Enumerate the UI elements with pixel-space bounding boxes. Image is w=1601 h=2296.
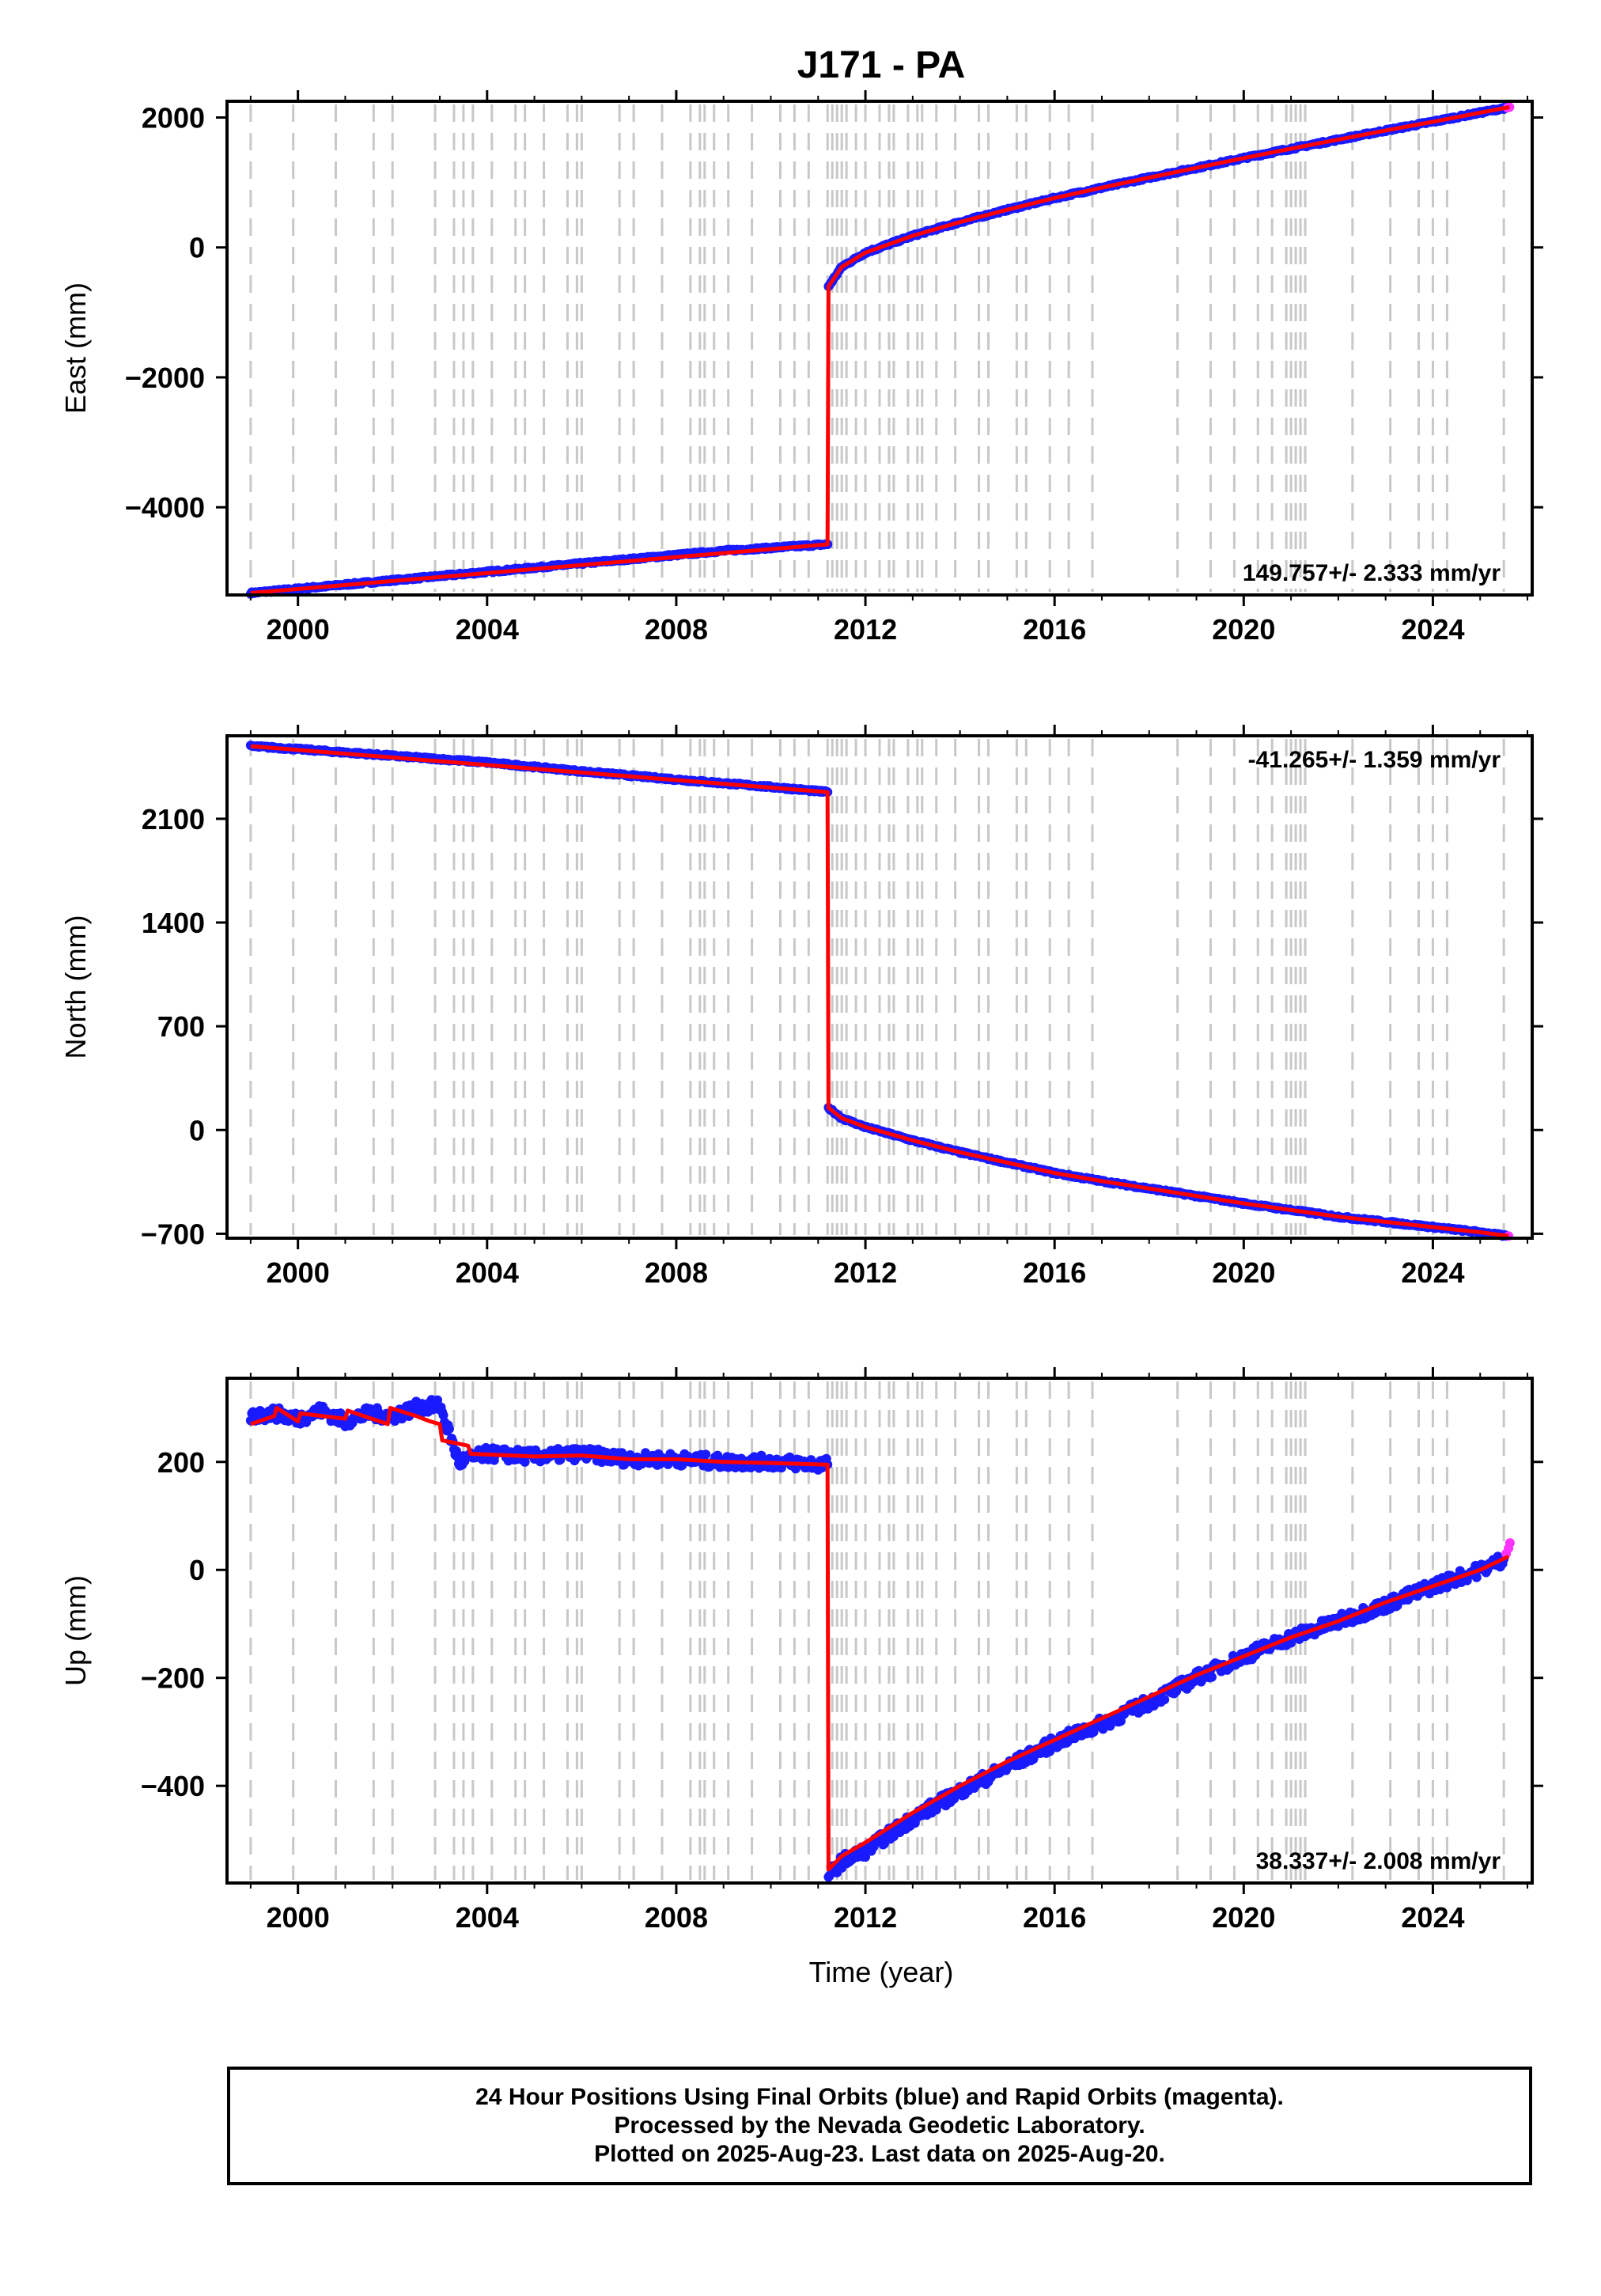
- rate-label: 149.757+/- 2.333 mm/yr: [1243, 560, 1501, 586]
- x-tick-label: 2020: [1212, 1256, 1275, 1289]
- rate-label: 38.337+/- 2.008 mm/yr: [1256, 1848, 1501, 1874]
- x-tick-label: 2008: [645, 1901, 708, 1934]
- up-panel: 2000 2004 2008 2012 2016 2020 20242000−200−400…: [59, 1367, 1543, 1934]
- data-point: [824, 1870, 835, 1881]
- plot-frame: [225, 100, 1534, 597]
- x-tick-label: 2000: [267, 1901, 330, 1934]
- x-tick-label: 2000: [267, 1256, 330, 1289]
- caption-line-2: Processed by the Nevada Geodetic Laborat…: [614, 2112, 1145, 2139]
- y-tick-label: −4000: [125, 491, 205, 524]
- x-tick-label: 2004: [456, 1901, 519, 1934]
- data-point: [756, 1450, 766, 1461]
- y-tick-label: 0: [189, 232, 205, 264]
- y-axis-label: East (mm): [59, 282, 92, 414]
- x-tick-label: 2012: [834, 613, 897, 646]
- x-tick-label: 2024: [1401, 613, 1464, 646]
- y-tick-label: −2000: [125, 362, 205, 394]
- y-tick-label: −700: [141, 1218, 205, 1250]
- plot-frame: [225, 1377, 1534, 1885]
- y-tick-label: 1400: [142, 907, 205, 939]
- caption-box: 24 Hour Positions Using Final Orbits (bl…: [227, 2067, 1532, 2185]
- plot-frame: [225, 734, 1534, 1240]
- x-tick-label: 2020: [1212, 1901, 1275, 1934]
- x-tick-label: 2012: [834, 1256, 897, 1289]
- x-tick-label: 2020: [1212, 613, 1275, 646]
- chart-title: J171 - PA: [797, 44, 966, 86]
- model-line: [250, 1406, 1510, 1872]
- x-tick-label: 2016: [1023, 613, 1086, 646]
- north-panel: 2000 2004 2008 2012 2016 2020 2024 2100 1400 700 0…: [59, 725, 1543, 1289]
- caption-line-1: 24 Hour Positions Using Final Orbits (bl…: [475, 2084, 1284, 2110]
- data-point: [433, 1395, 443, 1405]
- y-axis-label: Up (mm): [59, 1575, 92, 1686]
- y-tick-label: 0: [189, 1554, 205, 1586]
- data-point: [713, 1450, 723, 1461]
- final-orbit-points: [245, 741, 1512, 1241]
- y-tick-label: 200: [157, 1446, 205, 1479]
- data-point: [949, 1794, 959, 1804]
- data-point: [1160, 1695, 1170, 1705]
- x-tick-label: 2008: [645, 613, 708, 646]
- x-tick-label: 2012: [834, 1901, 897, 1934]
- data-point: [520, 1457, 530, 1467]
- x-axis-label: Time (year): [809, 1956, 954, 1988]
- x-tick-label: 2004: [456, 1256, 519, 1289]
- y-tick-label: 0: [189, 1114, 205, 1146]
- model-line: [250, 744, 1509, 1238]
- data-point: [1471, 1572, 1482, 1582]
- y-tick-label: −400: [141, 1770, 205, 1802]
- data-point: [1206, 1672, 1217, 1682]
- y-axis-label: North (mm): [59, 915, 92, 1059]
- x-tick-label: 2016: [1023, 1256, 1086, 1289]
- y-tick-label: 700: [157, 1010, 205, 1043]
- y-tick-label: 2000: [142, 102, 205, 135]
- model-line: [250, 104, 1510, 595]
- y-tick-label: 2100: [142, 803, 205, 835]
- east-panel: 2000 2004 2008 2012 2016 2020 2024 2000 0 −2000 −4…: [59, 90, 1543, 646]
- y-tick-label: −200: [141, 1662, 205, 1695]
- data-point: [861, 1852, 871, 1862]
- x-tick-label: 2024: [1401, 1256, 1464, 1289]
- data-point: [1504, 1538, 1515, 1548]
- x-tick-label: 2008: [645, 1256, 708, 1289]
- x-tick-label: 2016: [1023, 1901, 1086, 1934]
- rate-label: -41.265+/- 1.359 mm/yr: [1248, 747, 1501, 773]
- x-tick-label: 2024: [1401, 1901, 1464, 1934]
- x-tick-label: 2000: [267, 613, 330, 646]
- data-point: [444, 1424, 454, 1434]
- rapid-orbit-points: [1501, 1538, 1515, 1559]
- x-tick-label: 2004: [456, 613, 519, 646]
- data-point: [701, 1449, 711, 1460]
- caption-line-3: Plotted on 2025-Aug-23. Last data on 202…: [594, 2141, 1165, 2167]
